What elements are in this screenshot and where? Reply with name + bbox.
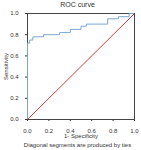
svg-text:Sensitivity: Sensitivity: [3, 53, 9, 80]
svg-text:0.6: 0.6: [10, 53, 19, 59]
svg-text:1.0: 1.0: [10, 10, 19, 16]
svg-text:0.4: 0.4: [66, 127, 75, 134]
html-text:ROC curve: ROC curve: [60, 1, 95, 8]
svg-text:0.6: 0.6: [87, 127, 96, 134]
svg-text:0.0: 0.0: [10, 116, 19, 122]
svg-text:0.2: 0.2: [10, 95, 19, 101]
svg-text:0.0: 0.0: [23, 128, 32, 134]
svg-text:0.4: 0.4: [10, 74, 19, 80]
svg-text:0.8: 0.8: [109, 128, 118, 134]
svg-text:0.8: 0.8: [10, 32, 19, 38]
svg-text:1- Specificity: 1- Specificity: [64, 133, 98, 139]
svg-text:0.2: 0.2: [45, 128, 54, 134]
svg-text:1.0: 1.0: [130, 128, 139, 134]
html-text:Diagonal segments are produced: Diagonal segments are produced by ties: [23, 142, 132, 148]
